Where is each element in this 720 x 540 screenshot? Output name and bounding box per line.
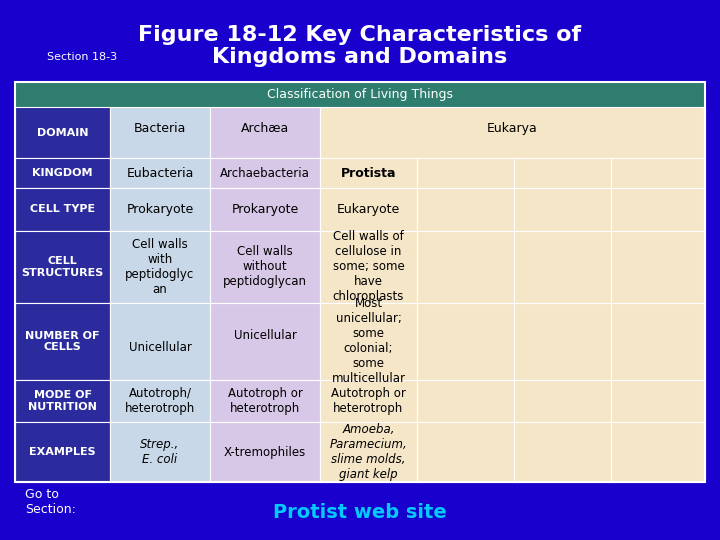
FancyBboxPatch shape (320, 107, 705, 158)
FancyBboxPatch shape (15, 231, 110, 303)
Text: Archæa: Archæa (241, 122, 289, 135)
FancyBboxPatch shape (514, 158, 611, 188)
FancyBboxPatch shape (320, 303, 417, 380)
FancyBboxPatch shape (320, 188, 417, 231)
FancyBboxPatch shape (417, 303, 514, 380)
FancyBboxPatch shape (611, 380, 705, 422)
FancyBboxPatch shape (514, 188, 611, 231)
Text: Prokaryote: Prokaryote (127, 203, 194, 216)
FancyBboxPatch shape (514, 303, 611, 380)
FancyBboxPatch shape (210, 158, 320, 188)
FancyBboxPatch shape (611, 231, 705, 303)
FancyBboxPatch shape (110, 188, 210, 231)
FancyBboxPatch shape (417, 158, 514, 188)
FancyBboxPatch shape (210, 380, 320, 422)
FancyBboxPatch shape (611, 422, 705, 482)
Text: Section 18-3: Section 18-3 (47, 52, 117, 62)
FancyBboxPatch shape (210, 422, 320, 482)
FancyBboxPatch shape (417, 422, 514, 482)
Text: Prokaryote: Prokaryote (231, 203, 299, 216)
FancyBboxPatch shape (417, 231, 514, 303)
FancyBboxPatch shape (15, 158, 110, 188)
Text: Eukarya: Eukarya (487, 122, 538, 135)
FancyBboxPatch shape (320, 158, 417, 188)
Text: Kingdoms and Domains: Kingdoms and Domains (212, 47, 508, 67)
Text: Eukaryote: Eukaryote (337, 203, 400, 216)
Text: Unicellular: Unicellular (233, 329, 297, 342)
FancyBboxPatch shape (320, 380, 417, 422)
Text: Most
unicellular;
some
colonial;
some
multicellular: Most unicellular; some colonial; some mu… (331, 298, 405, 386)
Text: X-tremophiles: X-tremophiles (224, 446, 306, 458)
Text: Figure 18-12 Key Characteristics of: Figure 18-12 Key Characteristics of (138, 25, 582, 45)
FancyBboxPatch shape (15, 82, 705, 107)
FancyBboxPatch shape (320, 422, 417, 482)
FancyBboxPatch shape (611, 158, 705, 188)
Text: KINGDOM: KINGDOM (32, 168, 93, 178)
FancyBboxPatch shape (110, 303, 210, 380)
Text: Go to
Section:: Go to Section: (25, 488, 76, 516)
FancyBboxPatch shape (417, 380, 514, 422)
Text: NUMBER OF
CELLS: NUMBER OF CELLS (25, 330, 100, 352)
FancyBboxPatch shape (514, 422, 611, 482)
FancyBboxPatch shape (15, 422, 110, 482)
Text: Cell walls of
cellulose in
some; some
have
chloroplasts: Cell walls of cellulose in some; some ha… (333, 230, 405, 303)
FancyBboxPatch shape (15, 380, 110, 422)
Text: Autotroph/
heterotroph: Autotroph/ heterotroph (125, 387, 195, 415)
Text: DOMAIN: DOMAIN (37, 127, 89, 138)
Text: MODE OF
NUTRITION: MODE OF NUTRITION (28, 390, 97, 412)
FancyBboxPatch shape (110, 422, 210, 482)
FancyBboxPatch shape (110, 380, 210, 422)
Text: Bacteria: Bacteria (134, 122, 186, 135)
Text: EXAMPLES: EXAMPLES (30, 447, 96, 457)
FancyBboxPatch shape (15, 188, 110, 231)
Text: Cell walls
with
peptidoglyc
an: Cell walls with peptidoglyc an (125, 238, 194, 296)
FancyBboxPatch shape (15, 107, 110, 158)
FancyBboxPatch shape (210, 231, 320, 303)
FancyBboxPatch shape (320, 231, 417, 303)
FancyBboxPatch shape (210, 107, 320, 158)
FancyBboxPatch shape (514, 231, 611, 303)
FancyBboxPatch shape (417, 188, 514, 231)
Text: Eubacteria: Eubacteria (126, 166, 194, 180)
FancyBboxPatch shape (514, 380, 611, 422)
Text: Classification of Living Things: Classification of Living Things (267, 88, 453, 101)
Text: Autotroph or
heterotroph: Autotroph or heterotroph (331, 387, 406, 415)
Text: Protist web site: Protist web site (273, 503, 447, 522)
Text: Unicellular: Unicellular (129, 341, 192, 354)
FancyBboxPatch shape (210, 188, 320, 231)
FancyBboxPatch shape (611, 303, 705, 380)
Text: Protista: Protista (341, 166, 396, 180)
FancyBboxPatch shape (110, 231, 210, 303)
Text: Autotroph or
heterotroph: Autotroph or heterotroph (228, 387, 302, 415)
FancyBboxPatch shape (110, 158, 210, 188)
Text: Archaebacteria: Archaebacteria (220, 166, 310, 180)
Text: Cell walls
without
peptidoglycan: Cell walls without peptidoglycan (223, 245, 307, 288)
FancyBboxPatch shape (611, 188, 705, 231)
Text: CELL TYPE: CELL TYPE (30, 204, 95, 214)
FancyBboxPatch shape (110, 107, 210, 158)
FancyBboxPatch shape (15, 303, 110, 380)
Text: Strep.,
E. coli: Strep., E. coli (140, 438, 179, 466)
Text: CELL
STRUCTURES: CELL STRUCTURES (22, 256, 104, 278)
FancyBboxPatch shape (210, 303, 320, 380)
Text: Amoeba,
Paramecium,
slime molds,
giant kelp: Amoeba, Paramecium, slime molds, giant k… (330, 423, 408, 481)
